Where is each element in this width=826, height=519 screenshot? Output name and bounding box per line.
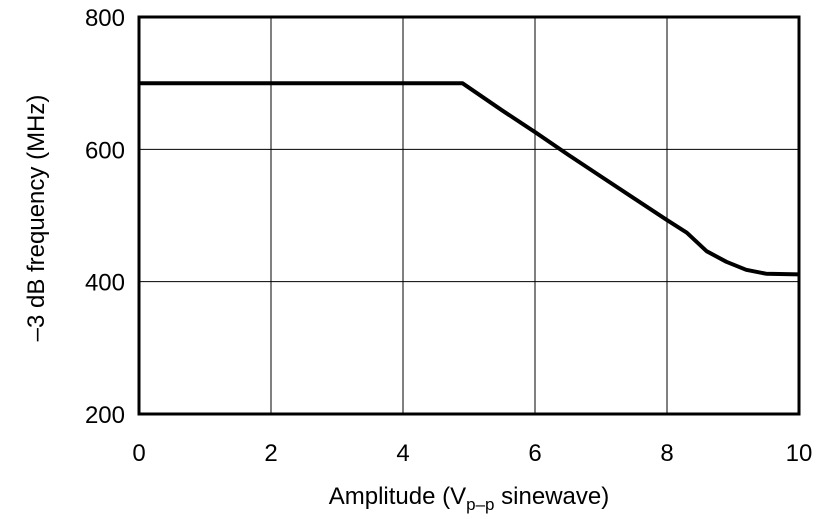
x-axis-title-subscript: p–p — [466, 495, 494, 514]
x-axis-tick-labels: 0 2 4 6 8 10 — [132, 440, 812, 467]
x-axis-title-main: Amplitude (V — [329, 483, 466, 510]
x-tick-label: 10 — [786, 440, 813, 467]
x-tick-label: 8 — [660, 440, 673, 467]
y-axis-title: –3 dB frequency (MHz) — [23, 95, 50, 342]
series-line-0 — [139, 81, 800, 277]
x-tick-label: 2 — [264, 440, 277, 467]
grid-lines — [138, 16, 800, 415]
y-tick-label: 400 — [85, 270, 125, 297]
plot-frame — [137, 15, 801, 416]
y-tick-label: 800 — [85, 5, 125, 32]
x-tick-label: 0 — [132, 440, 145, 467]
y-axis-tick-labels: 200 400 600 800 — [85, 5, 125, 429]
y-tick-label: 200 — [85, 402, 125, 429]
series-layer — [139, 81, 800, 277]
y-tick-label: 600 — [85, 137, 125, 164]
x-axis-title-suffix: sinewave) — [495, 483, 610, 510]
x-tick-label: 4 — [396, 440, 409, 467]
x-axis-title: Amplitude (Vp–p sinewave) — [329, 483, 609, 514]
x-tick-label: 6 — [528, 440, 541, 467]
